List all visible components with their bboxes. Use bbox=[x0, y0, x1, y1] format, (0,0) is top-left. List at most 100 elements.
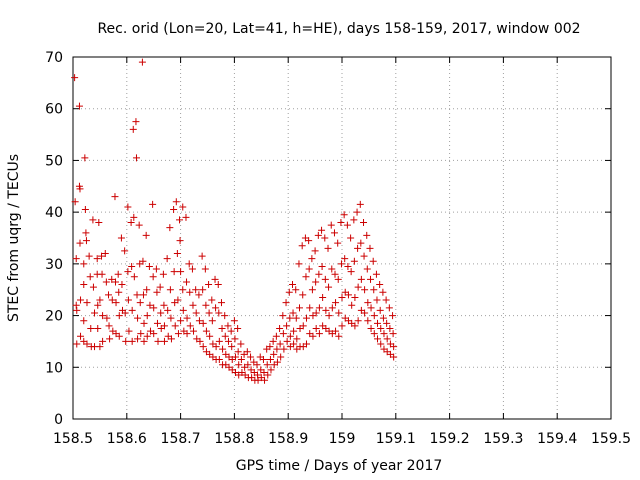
data-point bbox=[270, 350, 278, 358]
data-point bbox=[254, 371, 262, 379]
data-point bbox=[82, 229, 90, 237]
data-point bbox=[354, 283, 362, 291]
data-point bbox=[295, 260, 303, 268]
data-point bbox=[112, 299, 120, 307]
data-point bbox=[383, 335, 391, 343]
data-point bbox=[117, 234, 125, 242]
data-point bbox=[133, 291, 141, 299]
data-point bbox=[227, 327, 235, 335]
data-point bbox=[195, 291, 203, 299]
y-axis-ticks: 0 10 20 30 40 50 60 70 bbox=[45, 50, 611, 428]
data-point bbox=[382, 296, 390, 304]
data-point bbox=[115, 332, 123, 340]
data-point bbox=[389, 330, 397, 338]
x-tick-label: 158.6 bbox=[107, 431, 147, 447]
data-point bbox=[338, 293, 346, 301]
data-point bbox=[94, 325, 102, 332]
data-point bbox=[363, 265, 371, 273]
data-point bbox=[179, 306, 187, 314]
data-point bbox=[99, 337, 107, 345]
data-point bbox=[283, 337, 291, 345]
data-point bbox=[86, 273, 94, 281]
data-point bbox=[137, 330, 145, 338]
data-point bbox=[205, 281, 213, 289]
data-point bbox=[221, 332, 229, 340]
data-point bbox=[315, 330, 323, 338]
y-axis-label: STEC from uqrg / TECUs bbox=[6, 154, 22, 322]
data-point bbox=[140, 337, 148, 345]
data-point bbox=[234, 348, 242, 356]
data-point bbox=[208, 317, 216, 325]
y-tick-label: 50 bbox=[45, 153, 63, 169]
data-point bbox=[298, 242, 306, 250]
data-point bbox=[383, 319, 391, 327]
data-point bbox=[173, 250, 181, 258]
data-point bbox=[152, 265, 160, 273]
data-point bbox=[149, 273, 157, 281]
data-point bbox=[367, 325, 375, 332]
data-point bbox=[337, 260, 345, 268]
data-point bbox=[149, 200, 157, 208]
data-point bbox=[85, 252, 93, 260]
data-point bbox=[201, 265, 209, 273]
data-point bbox=[272, 332, 280, 340]
data-point bbox=[285, 288, 293, 296]
data-point bbox=[361, 286, 369, 294]
data-point bbox=[183, 330, 191, 338]
data-point bbox=[160, 337, 168, 345]
data-point bbox=[199, 343, 207, 351]
data-point bbox=[108, 296, 116, 304]
data-point bbox=[276, 340, 284, 348]
data-point bbox=[174, 330, 182, 338]
data-point bbox=[177, 317, 185, 325]
data-point bbox=[266, 356, 274, 364]
data-point bbox=[198, 252, 206, 260]
data-point bbox=[211, 275, 219, 283]
data-point bbox=[89, 283, 97, 291]
data-point bbox=[80, 281, 88, 289]
data-point bbox=[280, 345, 288, 353]
data-point bbox=[259, 356, 267, 364]
data-point bbox=[183, 314, 191, 322]
data-point bbox=[77, 332, 85, 340]
data-point bbox=[118, 281, 126, 289]
data-point bbox=[71, 198, 79, 206]
data-point bbox=[167, 335, 175, 343]
data-point bbox=[81, 206, 89, 214]
data-point bbox=[192, 286, 200, 294]
data-point bbox=[325, 283, 333, 291]
data-point bbox=[309, 332, 317, 340]
data-point bbox=[132, 118, 140, 126]
data-point bbox=[127, 218, 135, 226]
data-point bbox=[299, 291, 307, 299]
data-point bbox=[164, 306, 172, 314]
data-point bbox=[370, 286, 378, 294]
data-point bbox=[337, 218, 345, 226]
data-point bbox=[179, 203, 187, 211]
chart-title: Rec. orid (Lon=20, Lat=41, h=HE), days 1… bbox=[97, 21, 580, 37]
data-point bbox=[322, 306, 330, 314]
x-tick-label: 158.9 bbox=[268, 431, 308, 447]
data-point bbox=[98, 252, 106, 260]
data-point bbox=[334, 239, 342, 247]
data-point bbox=[332, 299, 340, 307]
data-point bbox=[142, 231, 150, 239]
data-point bbox=[96, 343, 104, 351]
y-tick-label: 70 bbox=[45, 50, 63, 66]
data-point bbox=[361, 309, 369, 317]
data-point bbox=[157, 309, 165, 317]
data-point bbox=[134, 335, 142, 343]
data-point bbox=[150, 330, 158, 338]
data-point bbox=[224, 337, 232, 345]
data-point bbox=[269, 337, 277, 345]
data-point bbox=[350, 257, 358, 265]
grid-lines bbox=[73, 57, 611, 419]
data-point bbox=[390, 343, 398, 351]
data-point bbox=[357, 275, 365, 283]
data-point bbox=[72, 255, 80, 263]
data-point bbox=[235, 361, 243, 369]
data-point bbox=[293, 335, 301, 343]
data-point bbox=[374, 335, 382, 343]
data-point bbox=[302, 273, 310, 281]
data-point bbox=[138, 58, 146, 66]
